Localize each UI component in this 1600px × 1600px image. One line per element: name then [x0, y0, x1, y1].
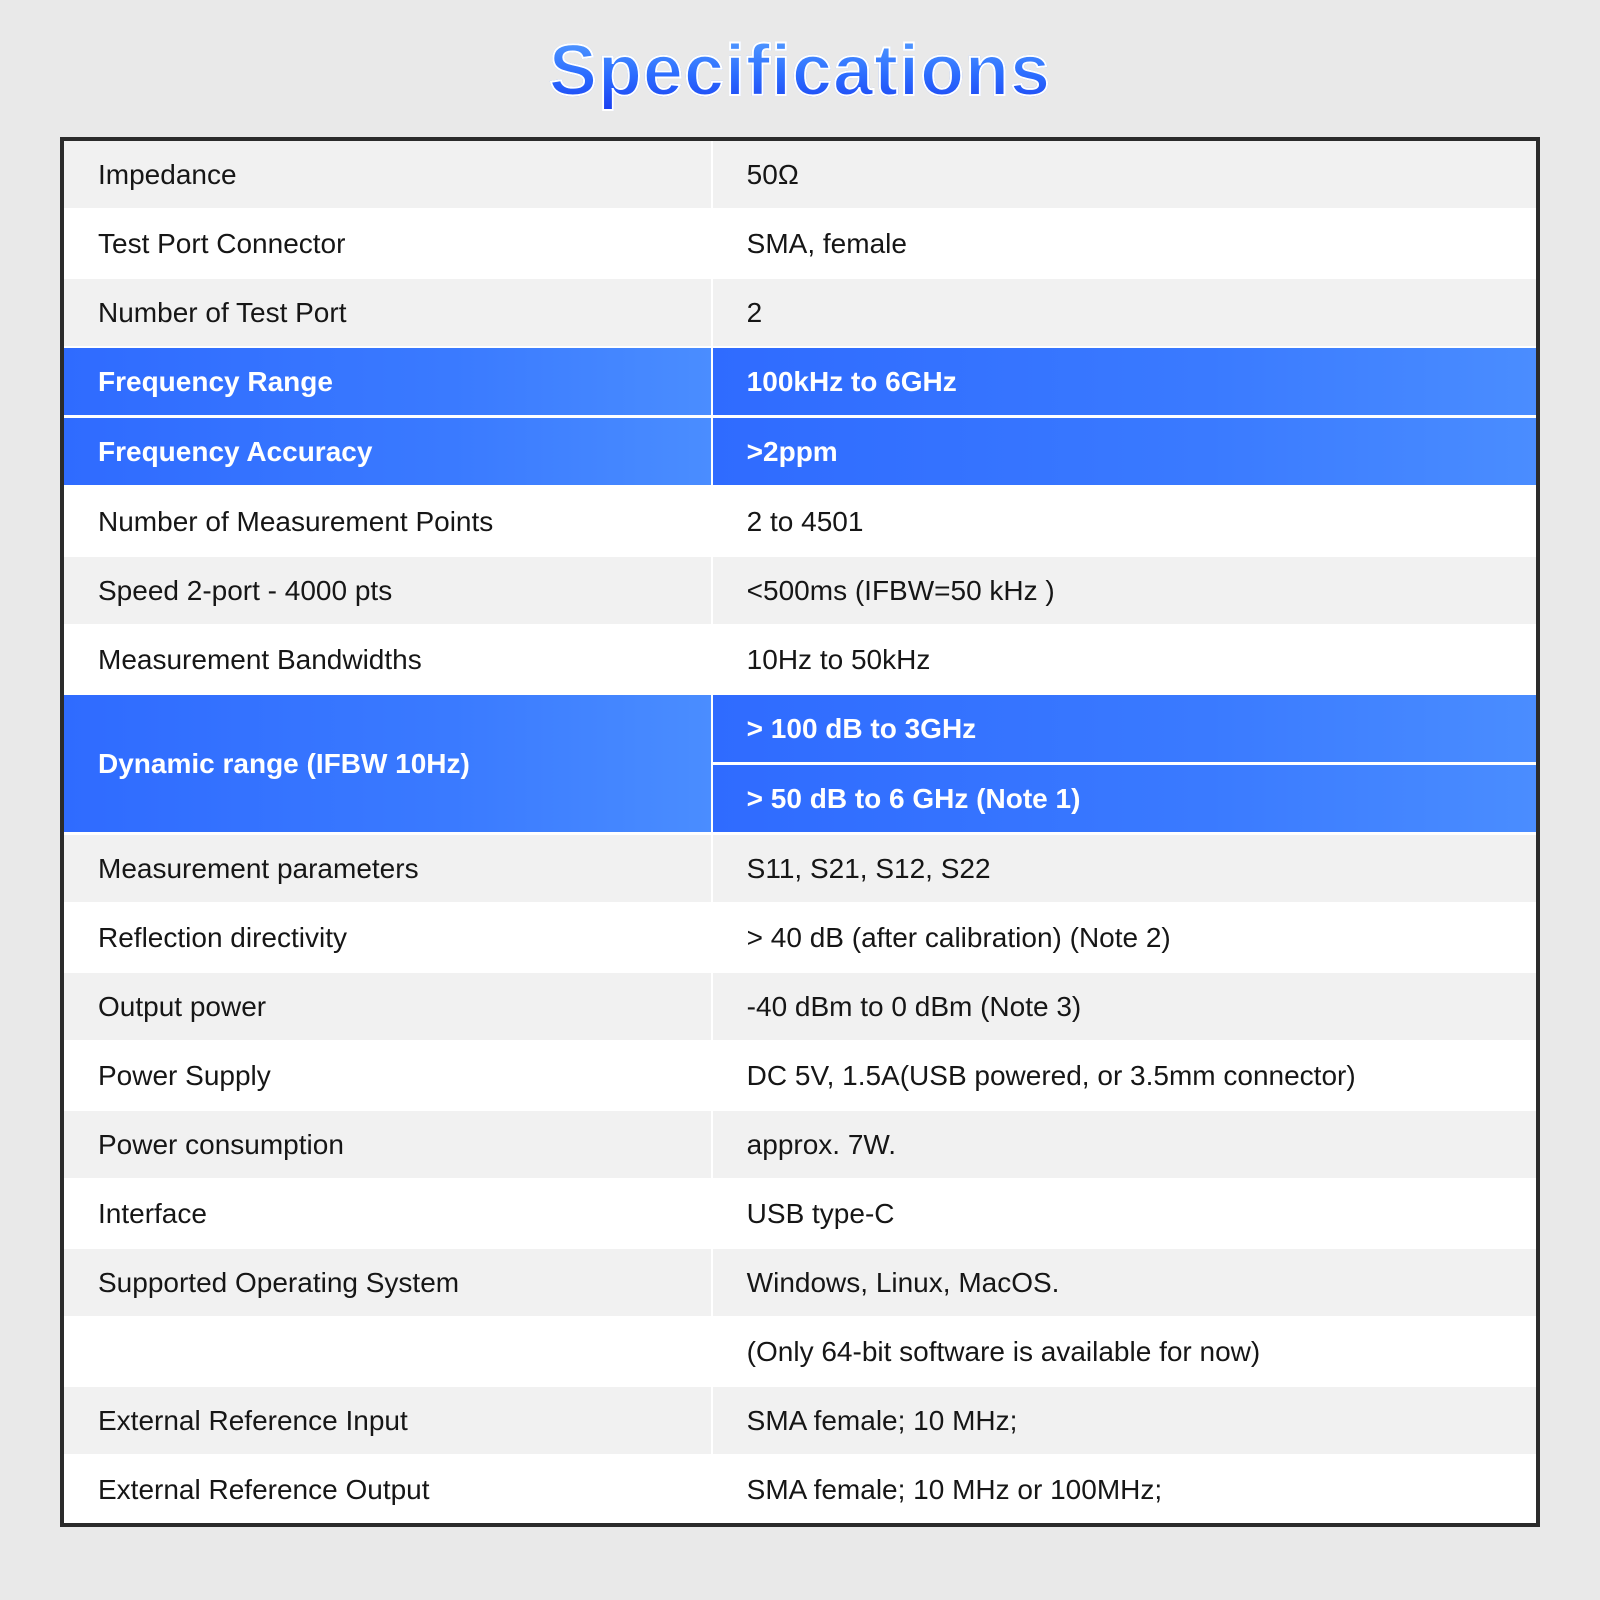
spec-value: USB type-C: [712, 1179, 1536, 1248]
table-row: Reflection directivity> 40 dB (after cal…: [64, 903, 1536, 972]
table-row: InterfaceUSB type-C: [64, 1179, 1536, 1248]
spec-label: Power Supply: [64, 1041, 712, 1110]
spec-label: External Reference Output: [64, 1455, 712, 1523]
spec-value: > 50 dB to 6 GHz (Note 1): [712, 764, 1536, 834]
table-row: Test Port ConnectorSMA, female: [64, 209, 1536, 278]
spec-value: approx. 7W.: [712, 1110, 1536, 1179]
spec-label: Number of Test Port: [64, 278, 712, 347]
table-row: Measurement parametersS11, S21, S12, S22: [64, 834, 1536, 904]
spec-label: Test Port Connector: [64, 209, 712, 278]
page-title: Specifications: [549, 30, 1051, 112]
spec-label: Frequency Range: [64, 347, 712, 417]
table-row: Power SupplyDC 5V, 1.5A(USB powered, or …: [64, 1041, 1536, 1110]
spec-value: >2ppm: [712, 417, 1536, 487]
table-row: (Only 64-bit software is available for n…: [64, 1317, 1536, 1386]
table-row: Number of Measurement Points2 to 4501: [64, 487, 1536, 557]
table-row: Power consumptionapprox. 7W.: [64, 1110, 1536, 1179]
spec-label: Speed 2-port - 4000 pts: [64, 556, 712, 625]
table-row: Speed 2-port - 4000 pts<500ms (IFBW=50 k…: [64, 556, 1536, 625]
table-row: Dynamic range (IFBW 10Hz)> 100 dB to 3GH…: [64, 694, 1536, 764]
spec-label: External Reference Input: [64, 1386, 712, 1455]
spec-label: [64, 1317, 712, 1386]
spec-label: Measurement parameters: [64, 834, 712, 904]
spec-value: SMA, female: [712, 209, 1536, 278]
spec-value: SMA female; 10 MHz;: [712, 1386, 1536, 1455]
spec-label: Reflection directivity: [64, 903, 712, 972]
spec-value: 10Hz to 50kHz: [712, 625, 1536, 694]
spec-label: Interface: [64, 1179, 712, 1248]
table-row: Number of Test Port2: [64, 278, 1536, 347]
spec-value: S11, S21, S12, S22: [712, 834, 1536, 904]
table-row: Measurement Bandwidths10Hz to 50kHz: [64, 625, 1536, 694]
table-row: Impedance50Ω: [64, 141, 1536, 209]
spec-label: Number of Measurement Points: [64, 487, 712, 557]
spec-label: Frequency Accuracy: [64, 417, 712, 487]
spec-label: Impedance: [64, 141, 712, 209]
spec-value: -40 dBm to 0 dBm (Note 3): [712, 972, 1536, 1041]
spec-value: SMA female; 10 MHz or 100MHz;: [712, 1455, 1536, 1523]
spec-value: > 100 dB to 3GHz: [712, 694, 1536, 764]
spec-value: DC 5V, 1.5A(USB powered, or 3.5mm connec…: [712, 1041, 1536, 1110]
specs-table: Impedance50ΩTest Port ConnectorSMA, fema…: [64, 141, 1536, 1523]
spec-value: 2 to 4501: [712, 487, 1536, 557]
spec-value: 50Ω: [712, 141, 1536, 209]
spec-value: 100kHz to 6GHz: [712, 347, 1536, 417]
spec-label: Supported Operating System: [64, 1248, 712, 1317]
spec-value: (Only 64-bit software is available for n…: [712, 1317, 1536, 1386]
spec-label: Output power: [64, 972, 712, 1041]
table-row: Output power-40 dBm to 0 dBm (Note 3): [64, 972, 1536, 1041]
table-row: External Reference InputSMA female; 10 M…: [64, 1386, 1536, 1455]
spec-value: 2: [712, 278, 1536, 347]
table-row: Frequency Accuracy >2ppm: [64, 417, 1536, 487]
spec-label: Dynamic range (IFBW 10Hz): [64, 694, 712, 834]
spec-value: > 40 dB (after calibration) (Note 2): [712, 903, 1536, 972]
spec-label: Power consumption: [64, 1110, 712, 1179]
spec-value: Windows, Linux, MacOS.: [712, 1248, 1536, 1317]
spec-value: <500ms (IFBW=50 kHz ): [712, 556, 1536, 625]
specs-table-container: Impedance50ΩTest Port ConnectorSMA, fema…: [60, 137, 1540, 1527]
table-row: External Reference OutputSMA female; 10 …: [64, 1455, 1536, 1523]
table-row: Supported Operating SystemWindows, Linux…: [64, 1248, 1536, 1317]
spec-label: Measurement Bandwidths: [64, 625, 712, 694]
table-row: Frequency Range100kHz to 6GHz: [64, 347, 1536, 417]
